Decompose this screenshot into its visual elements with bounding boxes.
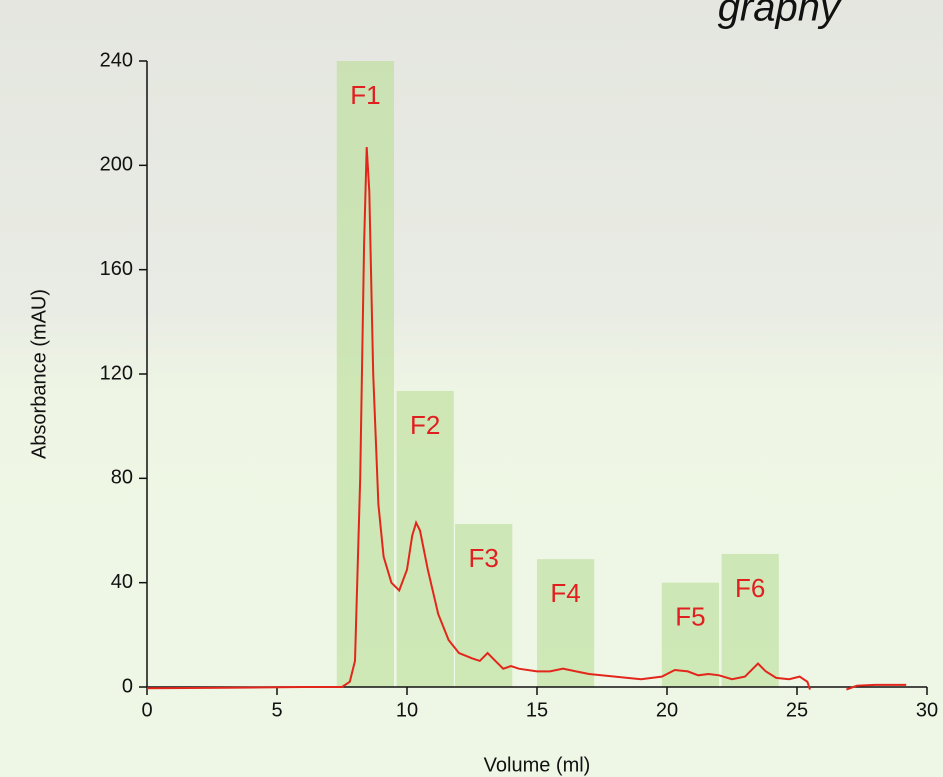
fraction-label: F6	[735, 573, 765, 603]
y-tick-label: 40	[111, 571, 133, 593]
y-tick-label: 0	[122, 675, 133, 697]
fraction-region	[661, 582, 719, 687]
fraction-region	[396, 390, 454, 687]
y-tick-label: 160	[100, 258, 133, 280]
y-tick-label: 120	[100, 362, 133, 384]
y-tick-label: 200	[100, 154, 133, 176]
fraction-label: F4	[550, 578, 580, 608]
fraction-region	[721, 553, 779, 687]
chart-title: graphy	[718, 0, 843, 30]
x-tick-label: 25	[786, 699, 808, 721]
fraction-label: F5	[675, 602, 705, 632]
y-axis-label: Absorbance (mAU)	[28, 289, 50, 459]
fraction-region	[336, 61, 394, 687]
fraction-region	[455, 523, 513, 687]
x-tick-label: 0	[141, 699, 152, 721]
fraction-region	[537, 559, 595, 687]
line-series	[146, 147, 907, 691]
x-tick-label: 10	[396, 699, 418, 721]
x-tick-label: 15	[526, 699, 548, 721]
fraction-label: F2	[410, 410, 440, 440]
y-tick-label: 240	[100, 49, 133, 71]
x-tick-label: 20	[656, 699, 678, 721]
x-tick-label: 5	[271, 699, 282, 721]
x-axis-label: Volume (ml)	[484, 754, 591, 776]
y-tick-label: 80	[111, 467, 133, 489]
fraction-label: F3	[469, 543, 499, 573]
x-tick-label: 30	[916, 699, 938, 721]
fraction-label: F1	[350, 80, 380, 110]
